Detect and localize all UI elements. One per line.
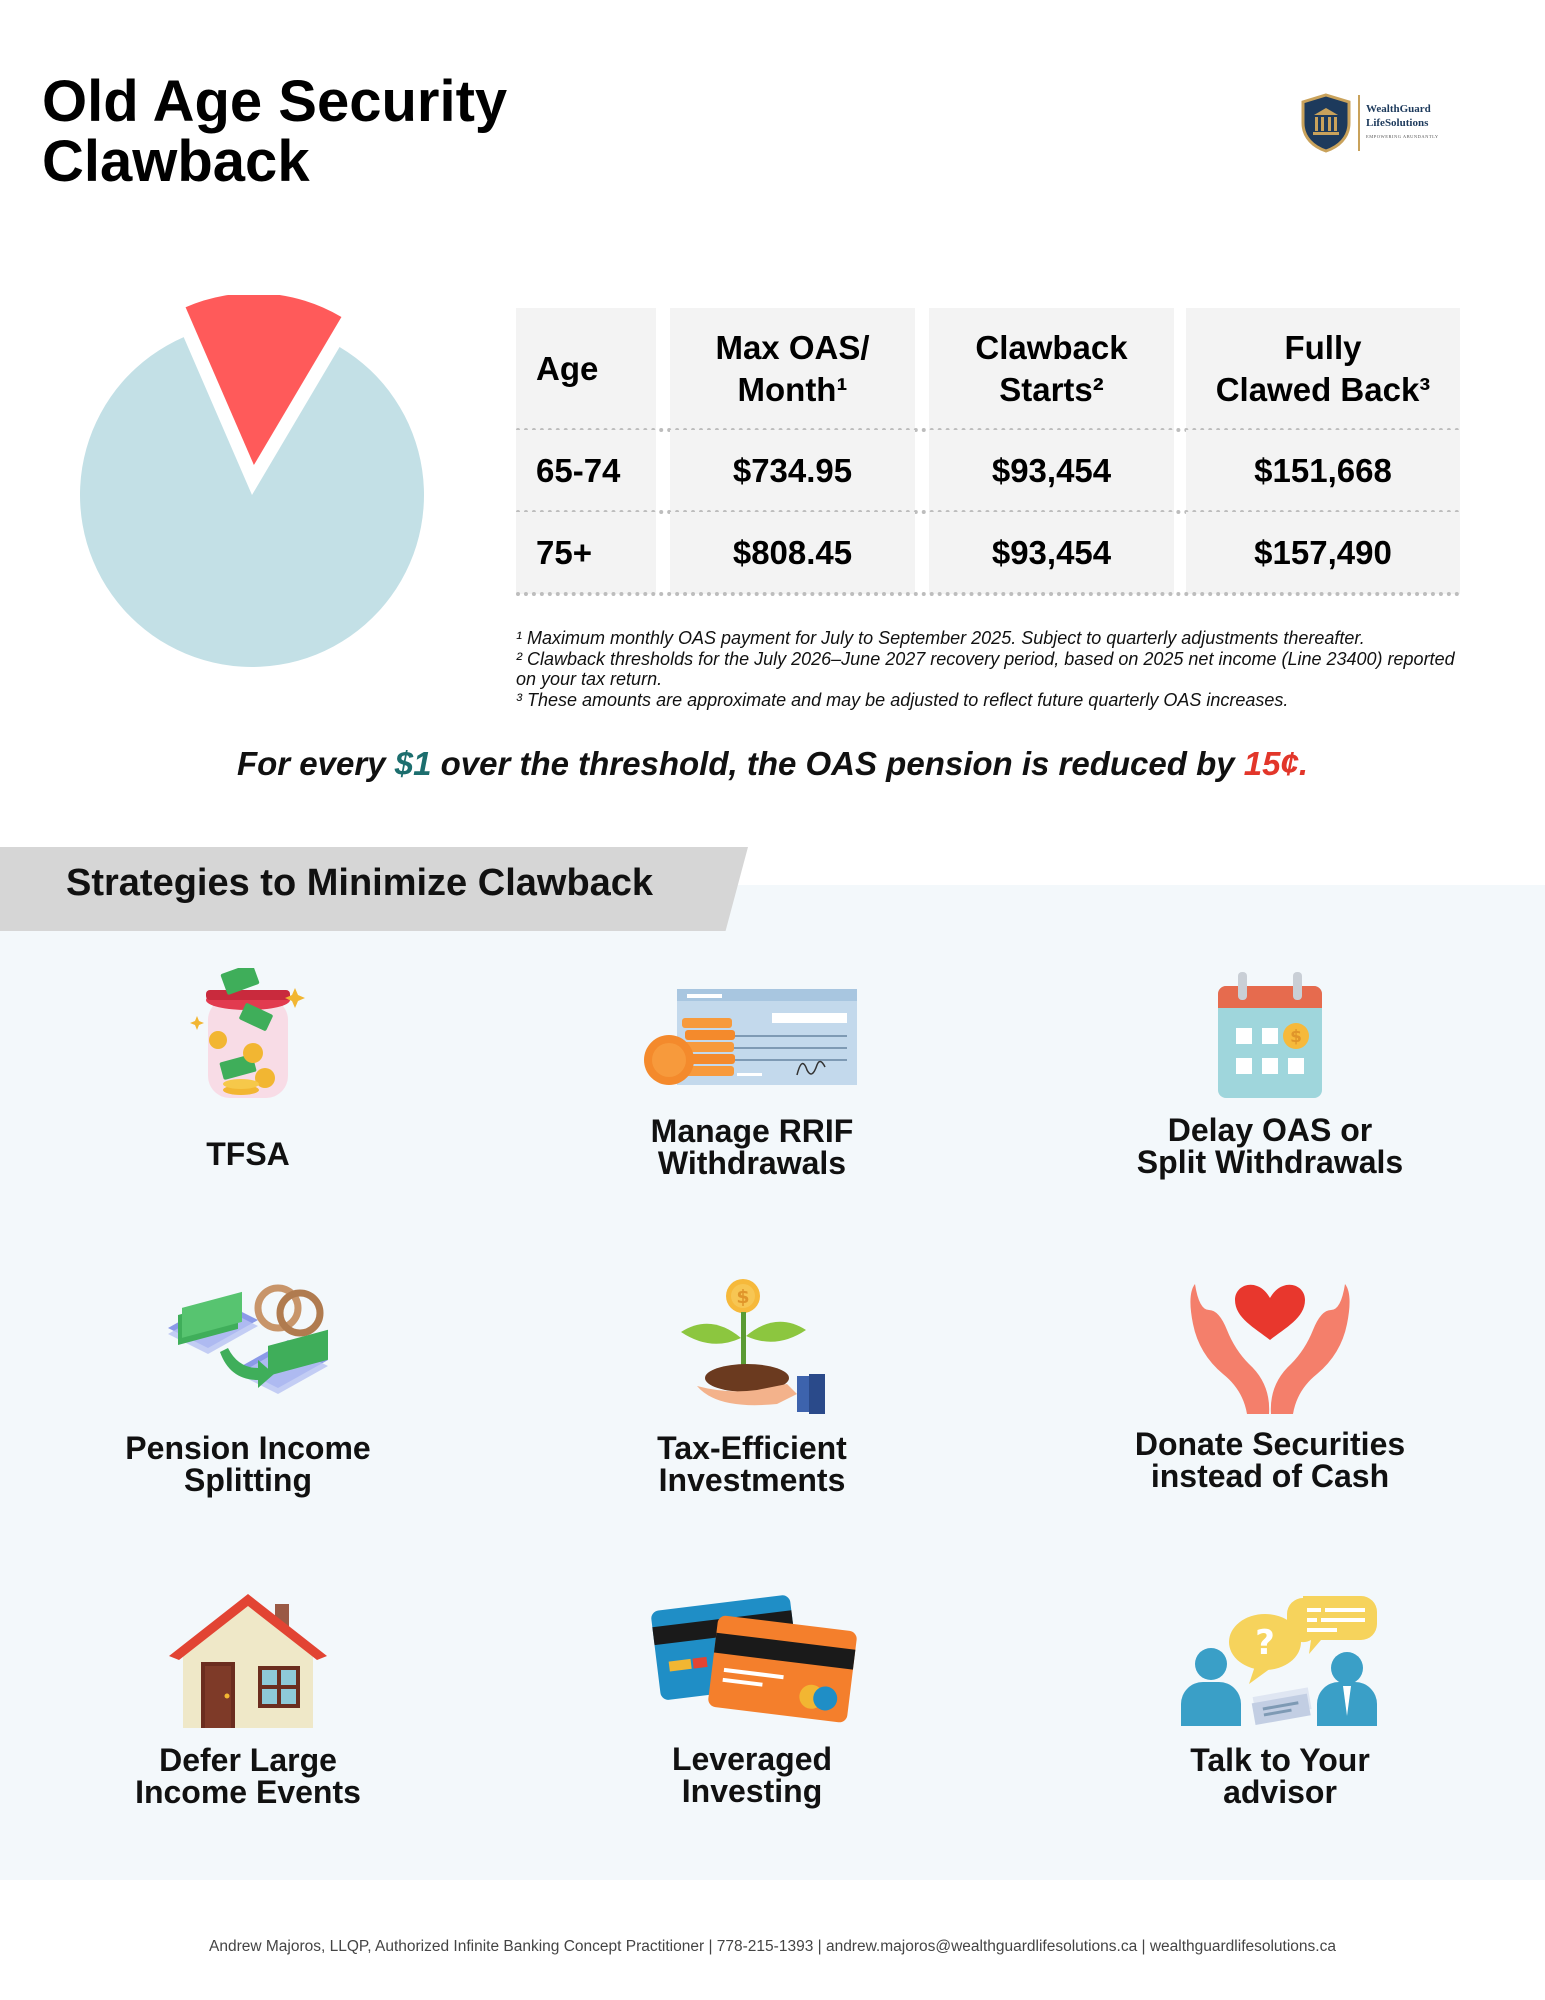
svg-text:$: $ — [1290, 1027, 1302, 1047]
cell-fully-clawed-back: $157,490 — [1186, 512, 1460, 594]
advisor-chat-icon: ? — [1181, 1596, 1377, 1726]
house-icon — [169, 1594, 327, 1728]
cell-age: 75+ — [516, 512, 656, 594]
hands-heart-icon — [1190, 1284, 1350, 1414]
strategy-label: Pension Income Splitting — [125, 1430, 371, 1498]
strategy-pension-splitting: Pension Income Splitting — [38, 1278, 458, 1496]
strategy-leveraged-investing: Leveraged Investing — [542, 1593, 962, 1807]
header-max-oas: Max OAS/Month¹ — [670, 308, 915, 430]
clawback-rate-statement: For every $1 over the threshold, the OAS… — [236, 745, 1309, 782]
table-header-row: Age Max OAS/Month¹ Clawback Starts² Fully… — [516, 308, 1460, 432]
pie-chart — [80, 295, 425, 667]
header-fully-clawed-back: Fully Clawed Back³ — [1186, 308, 1460, 430]
cell-max-oas: $808.45 — [670, 512, 915, 594]
footnotes: ¹ Maximum monthly OAS payment for July t… — [516, 628, 1476, 710]
footnote: ² Clawback thresholds for the July 2026–… — [516, 648, 1455, 690]
contact-footer: Andrew Majoros, LLQP, Authorized Infinit… — [209, 1938, 1336, 1955]
plant-coin-hand-icon: $ — [681, 1279, 825, 1414]
strategy-label: Tax-Efficient Investments — [657, 1430, 847, 1498]
strategy-talk-to-advisor: ? Talk to Your advisor — [1070, 1590, 1490, 1808]
header-age: Age — [516, 308, 656, 430]
table-row: 65-74 $734.95 $93,454 $151,668 — [516, 430, 1460, 514]
strategy-manage-rrif: Manage RRIF Withdrawals — [542, 985, 962, 1179]
page-title: Old Age Security Clawback — [42, 69, 508, 194]
strategy-label: Donate Securities instead of Cash — [1134, 1426, 1406, 1494]
strategy-defer-income: Defer Large Income Events — [38, 1590, 458, 1808]
strategy-delay-oas: $ Delay OAS or Split Withdrawals — [1060, 968, 1480, 1178]
credit-cards-icon — [651, 1595, 857, 1723]
strategy-label: Talk to Your advisor — [1190, 1742, 1370, 1810]
cell-clawback-starts: $93,454 — [929, 512, 1174, 594]
money-jar-icon — [190, 968, 305, 1098]
shield-logo-icon — [1301, 93, 1351, 153]
logo-name: WealthGuard — [1366, 103, 1431, 115]
strategy-tfsa: TFSA — [38, 968, 458, 1170]
strategy-label: Delay OAS or Split Withdrawals — [1136, 1112, 1404, 1180]
strategy-label: Defer Large Income Events — [135, 1742, 361, 1810]
cell-clawback-starts: $93,454 — [929, 430, 1174, 512]
section-heading: Strategies to Minimize Clawback — [66, 862, 654, 904]
header-clawback-starts: Clawback Starts² — [929, 308, 1174, 430]
strategy-tax-efficient: $ Tax-Efficient Investments — [542, 1278, 962, 1496]
pie-slice-exploded — [185, 295, 342, 466]
svg-text:$: $ — [736, 1286, 749, 1308]
pie-slice-large — [80, 337, 425, 667]
strategy-donate-securities: Donate Securities instead of Cash — [1060, 1278, 1480, 1492]
cell-max-oas: $734.95 — [670, 430, 915, 512]
strategy-label: Manage RRIF Withdrawals — [650, 1113, 854, 1181]
strategy-label: TFSA — [206, 1136, 290, 1172]
footnote: ¹ Maximum monthly OAS payment for July t… — [516, 628, 1365, 648]
logo-tagline: EMPOWERING ABUNDANTLY — [1366, 134, 1439, 139]
cheque-coins-icon — [644, 989, 857, 1085]
footnote: ³ These amounts are approximate and may … — [516, 689, 1289, 710]
cell-age: 65-74 — [516, 430, 656, 512]
rings-money-transfer-icon — [168, 1284, 328, 1394]
strategy-label: Leveraged Investing — [671, 1741, 833, 1809]
logo-name: LifeSolutions — [1366, 117, 1429, 129]
oas-table: Age Max OAS/Month¹ Clawback Starts² Fully… — [516, 308, 1460, 596]
cell-fully-clawed-back: $151,668 — [1186, 430, 1460, 512]
table-row: 75+ $808.45 $93,454 $157,490 — [516, 512, 1460, 596]
section-banner — [0, 847, 748, 931]
calendar-dollar-icon: $ — [1218, 972, 1322, 1098]
svg-text:?: ? — [1255, 1623, 1275, 1663]
company-logo: WealthGuard LifeSolutions EMPOWERING ABU… — [1300, 92, 1460, 154]
